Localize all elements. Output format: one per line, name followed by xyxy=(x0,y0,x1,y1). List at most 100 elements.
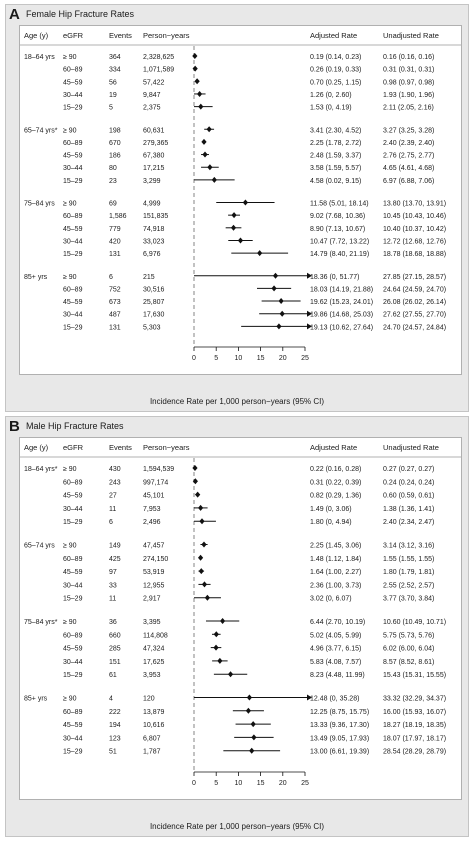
events-value: 61 xyxy=(109,672,117,679)
unadjusted-rate-value: 3.77 (3.70, 3.84) xyxy=(383,596,434,603)
adjusted-rate-value: 4.96 (3.77, 6.15) xyxy=(310,646,361,653)
point-estimate xyxy=(251,734,257,741)
egfr-label: 60–89 xyxy=(63,556,83,563)
egfr-label: 45–59 xyxy=(63,722,83,729)
age-group-label: 75–84 yrs* xyxy=(24,619,58,626)
person-years-value: 47,324 xyxy=(143,646,165,653)
person-years-value: 45,101 xyxy=(143,493,165,500)
header-age: Age (y) xyxy=(24,443,49,452)
events-value: 194 xyxy=(109,722,121,729)
person-years-value: 1,787 xyxy=(143,749,161,756)
ci-arrow xyxy=(307,310,312,317)
forest-plot-svg: Age (y) eGFR Events Person−years Adjusted Ra… xyxy=(20,31,461,362)
header-unadjusted-rate: Unadjusted Rate xyxy=(383,443,439,452)
point-estimate xyxy=(246,694,253,701)
person-years-value: 1,594,539 xyxy=(143,466,174,473)
events-value: 186 xyxy=(109,153,121,160)
ci-arrow xyxy=(307,694,312,701)
person-years-value: 274,150 xyxy=(143,556,168,563)
events-value: 487 xyxy=(109,312,121,319)
age-group-label: 85+ yrs xyxy=(24,274,48,281)
point-estimate xyxy=(201,541,207,548)
point-estimate xyxy=(198,504,204,511)
events-value: 198 xyxy=(109,127,121,134)
unadjusted-rate-value: 28.54 (28.29, 28.79) xyxy=(383,749,446,756)
adjusted-rate-value: 13.00 (6.61, 19.39) xyxy=(310,749,369,756)
egfr-label: 30–44 xyxy=(63,165,83,172)
header-events: Events xyxy=(109,31,132,40)
panel-title: Female Hip Fracture Rates xyxy=(26,9,135,19)
adjusted-rate-value: 19.86 (14.68, 25.03) xyxy=(310,312,373,319)
point-estimate xyxy=(276,323,282,330)
events-value: 97 xyxy=(109,569,117,576)
egfr-label: ≥ 90 xyxy=(63,274,77,281)
events-value: 51 xyxy=(109,749,117,756)
unadjusted-rate-value: 2.55 (2.52, 2.57) xyxy=(383,582,434,589)
events-value: 11 xyxy=(109,596,116,603)
person-years-value: 5,303 xyxy=(143,324,161,331)
person-years-value: 53,919 xyxy=(143,569,165,576)
egfr-label: 15–29 xyxy=(63,324,83,331)
point-estimate xyxy=(272,272,279,279)
egfr-label: 15–29 xyxy=(63,251,83,258)
person-years-value: 3,299 xyxy=(143,178,161,185)
events-value: 27 xyxy=(109,493,117,500)
header-adjusted-rate: Adjusted Rate xyxy=(310,443,357,452)
egfr-label: 15–29 xyxy=(63,519,83,526)
egfr-label: 30–44 xyxy=(63,735,83,742)
adjusted-rate-value: 19.13 (10.62, 27.64) xyxy=(310,324,373,331)
unadjusted-rate-value: 1.93 (1.90, 1.96) xyxy=(383,92,434,99)
adjusted-rate-value: 1.53 (0, 4.19) xyxy=(310,105,352,112)
adjusted-rate-value: 12.48 (0, 35.28) xyxy=(310,696,359,703)
adjusted-rate-value: 9.02 (7.68, 10.36) xyxy=(310,213,365,220)
adjusted-rate-value: 0.70 (0.25, 1.15) xyxy=(310,79,361,86)
point-estimate xyxy=(230,224,237,231)
person-years-value: 6,976 xyxy=(143,251,161,258)
events-value: 1,586 xyxy=(109,213,127,220)
unadjusted-rate-value: 15.43 (15.31, 15.55) xyxy=(383,672,446,679)
events-value: 5 xyxy=(109,105,113,112)
egfr-label: 45–59 xyxy=(63,493,83,500)
point-estimate xyxy=(192,478,198,485)
age-group-label: 65–74 yrs* xyxy=(24,127,58,134)
point-estimate xyxy=(219,618,226,624)
header-adjusted-rate: Adjusted Rate xyxy=(310,31,357,40)
unadjusted-rate-value: 10.45 (10.43, 10.46) xyxy=(383,213,446,220)
egfr-label: 60–89 xyxy=(63,479,83,486)
unadjusted-rate-value: 1.80 (1.79, 1.81) xyxy=(383,569,434,576)
adjusted-rate-value: 14.79 (8.40, 21.19) xyxy=(310,251,369,258)
unadjusted-rate-value: 27.85 (27.15, 28.57) xyxy=(383,274,446,281)
adjusted-rate-value: 4.58 (0.02, 9.15) xyxy=(310,178,361,185)
adjusted-rate-value: 1.49 (0, 3.06) xyxy=(310,506,352,513)
point-estimate xyxy=(250,721,256,728)
point-estimate xyxy=(213,644,219,651)
unadjusted-rate-value: 0.24 (0.24, 0.24) xyxy=(383,479,434,486)
person-years-value: 12,955 xyxy=(143,582,165,589)
events-value: 11 xyxy=(109,506,116,513)
events-value: 6 xyxy=(109,274,113,281)
header-events: Events xyxy=(109,443,132,452)
point-estimate xyxy=(198,103,204,110)
egfr-label: ≥ 90 xyxy=(63,543,77,550)
adjusted-rate-value: 18.36 (0, 51.77) xyxy=(310,274,359,281)
adjusted-rate-value: 12.25 (8.75, 15.75) xyxy=(310,709,369,716)
person-years-value: 25,807 xyxy=(143,299,165,306)
events-value: 670 xyxy=(109,140,121,147)
egfr-label: 30–44 xyxy=(63,506,83,513)
unadjusted-rate-value: 0.16 (0.16, 0.16) xyxy=(383,54,434,61)
unadjusted-rate-value: 2.11 (2.05, 2.16) xyxy=(383,105,434,112)
forest-plot: Age (y) eGFR Events Person−years Adjusted Ra… xyxy=(19,437,462,800)
adjusted-rate-value: 2.36 (1.00, 3.73) xyxy=(310,582,361,589)
adjusted-rate-value: 0.82 (0.29, 1.36) xyxy=(310,493,361,500)
egfr-label: 15–29 xyxy=(63,749,83,756)
person-years-value: 67,380 xyxy=(143,153,165,160)
person-years-value: 215 xyxy=(143,274,155,281)
egfr-label: 15–29 xyxy=(63,672,83,679)
unadjusted-rate-value: 10.40 (10.37, 10.42) xyxy=(383,226,446,233)
x-axis-label: Incidence Rate per 1,000 person−years (9… xyxy=(149,397,325,406)
events-value: 23 xyxy=(109,178,117,185)
person-years-value: 1,071,589 xyxy=(143,67,174,74)
point-estimate xyxy=(201,581,208,588)
adjusted-rate-value: 0.22 (0.16, 0.28) xyxy=(310,466,361,473)
person-years-value: 4,999 xyxy=(143,201,161,208)
